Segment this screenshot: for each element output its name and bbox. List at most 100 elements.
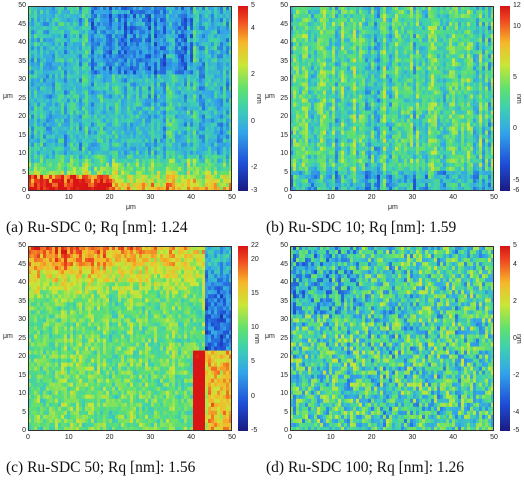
x-tick-label: 50 <box>490 434 498 441</box>
colorbar-tick-label: 0 <box>513 125 517 133</box>
panel-b: 0 5 10 15 20 25 30 35 40 45 50 0 10 20 30 40 50 μm μm -… <box>262 0 524 245</box>
y-tick-label: 0 <box>22 427 26 434</box>
height-map-a <box>28 6 232 191</box>
x-tick-label: 10 <box>64 434 73 441</box>
colorbar-tick-label: 10 <box>251 324 259 332</box>
heatmap-a <box>28 6 232 191</box>
y-tick-label: 50 <box>18 2 26 9</box>
y-tick-label: 25 <box>18 334 26 342</box>
y-tick-label: 15 <box>18 131 26 139</box>
colorbar-tick-label: 5 <box>251 358 255 366</box>
x-tick-label: 40 <box>449 434 458 441</box>
x-axis-label-a: μm <box>126 204 136 211</box>
x-tick-label: 30 <box>408 194 417 201</box>
colorbar-tick-label: 0 <box>251 392 255 400</box>
panel-a: 0 5 10 15 20 25 30 35 40 45 50 0 10 20 30 40 50 μm μm -… <box>0 0 262 245</box>
x-tick-label: 40 <box>187 434 196 441</box>
x-tick-label: 50 <box>490 194 498 201</box>
y-tick-label: 5 <box>22 408 26 416</box>
y-tick-label: 0 <box>284 187 288 194</box>
y-tick-label: 30 <box>18 76 26 83</box>
colorbar-tick-label: 22 <box>251 242 259 249</box>
y-tick-label: 35 <box>18 57 26 65</box>
y-tick-label: 5 <box>284 168 288 176</box>
x-tick-label: 50 <box>228 434 236 441</box>
y-tick-label: 15 <box>18 371 26 379</box>
y-tick-label: 45 <box>280 20 288 28</box>
y-tick-label: 45 <box>18 20 26 28</box>
y-tick-label: 35 <box>280 297 288 305</box>
y-axis-label-b: μm <box>265 93 275 100</box>
colorbar-tick-label: 5 <box>513 73 517 81</box>
y-tick-label: 20 <box>18 113 26 120</box>
y-tick-label: 50 <box>18 242 26 249</box>
y-tick-label: 20 <box>280 113 288 120</box>
y-tick-label: 15 <box>280 131 288 139</box>
colorbar-a <box>238 6 248 191</box>
caption-a: (a) Ru-SDC 0; Rq [nm]: 1.24 <box>6 219 188 236</box>
colorbar-tick-label: -5 <box>251 427 258 434</box>
x-tick-label: 20 <box>105 194 114 201</box>
heatmap-d <box>290 246 494 431</box>
colorbar-tick-label: 5 <box>251 2 255 9</box>
colorbar-tick-label: -5 <box>513 427 520 434</box>
y-tick-label: 35 <box>18 297 26 305</box>
panel-d: 0 5 10 15 20 25 30 35 40 45 50 0 10 20 30 40 50 μm -5 -4… <box>262 240 524 483</box>
y-tick-label: 15 <box>280 371 288 379</box>
caption-b: (b) Ru-SDC 10; Rq [nm]: 1.59 <box>266 219 457 236</box>
x-axis-label-b: μm <box>388 204 398 211</box>
y-tick-label: 45 <box>18 260 26 268</box>
colorbar-tick-label: 5 <box>513 242 517 249</box>
y-tick-label: 10 <box>18 150 26 157</box>
x-tick-label: 10 <box>64 194 73 201</box>
colorbar-tick-label: 0 <box>251 117 255 125</box>
x-tick-label: 50 <box>228 194 236 201</box>
colorbar-tick-label: -5 <box>513 176 520 184</box>
y-axis-label-d: μm <box>265 333 275 340</box>
colorbar-tick-label: 12 <box>513 2 521 9</box>
heatmap-b <box>290 6 494 191</box>
y-tick-label: 10 <box>280 390 288 397</box>
y-tick-label: 50 <box>280 2 288 9</box>
x-tick-label: 0 <box>288 194 292 201</box>
y-tick-label: 25 <box>280 94 288 102</box>
y-axis-label-a: μm <box>3 93 13 100</box>
y-tick-label: 35 <box>280 57 288 65</box>
colorbar-tick-label: 20 <box>251 255 259 263</box>
colorbar-label-d: nm <box>515 334 522 344</box>
y-tick-label: 30 <box>280 316 288 323</box>
colorbar-b <box>500 6 510 191</box>
x-tick-label: 30 <box>146 194 155 201</box>
y-tick-label: 0 <box>284 427 288 434</box>
panel-c: 0 5 10 15 20 25 30 35 40 45 50 0 10 20 30 40 50 μm -5 0 5… <box>0 240 262 483</box>
colorbar-tick-label: 4 <box>513 260 517 268</box>
x-tick-label: 20 <box>105 434 114 441</box>
x-tick-label: 10 <box>326 434 335 441</box>
y-tick-label: 45 <box>280 260 288 268</box>
colorbar-label-c: nm <box>253 334 260 344</box>
colorbar-tick-label: -2 <box>251 163 258 171</box>
y-tick-label: 40 <box>18 279 26 286</box>
colorbar-tick-label: -3 <box>251 187 258 194</box>
colorbar-d <box>500 246 510 431</box>
y-tick-label: 40 <box>18 39 26 46</box>
colorbar-tick-label: -2 <box>513 371 520 379</box>
height-map-c <box>28 246 232 431</box>
x-tick-label: 20 <box>367 194 376 201</box>
colorbar-label-b: nm <box>515 94 522 104</box>
colorbar-tick-label: 0 <box>513 334 517 342</box>
x-tick-label: 20 <box>367 434 376 441</box>
height-map-d <box>290 246 494 431</box>
caption-c: (c) Ru-SDC 50; Rq [nm]: 1.56 <box>6 459 196 476</box>
y-tick-label: 40 <box>280 279 288 286</box>
x-tick-label: 10 <box>326 194 335 201</box>
y-tick-label: 40 <box>280 39 288 46</box>
x-tick-label: 30 <box>408 434 417 441</box>
colorbar-tick-label: -6 <box>513 187 520 194</box>
height-map-b <box>290 6 494 191</box>
y-tick-label: 30 <box>280 76 288 83</box>
colorbar-tick-label: 10 <box>513 22 521 30</box>
colorbar-tick-label: 4 <box>251 25 255 33</box>
colorbar-tick-label: 15 <box>251 289 259 297</box>
colorbar-tick-label: -4 <box>513 408 520 416</box>
